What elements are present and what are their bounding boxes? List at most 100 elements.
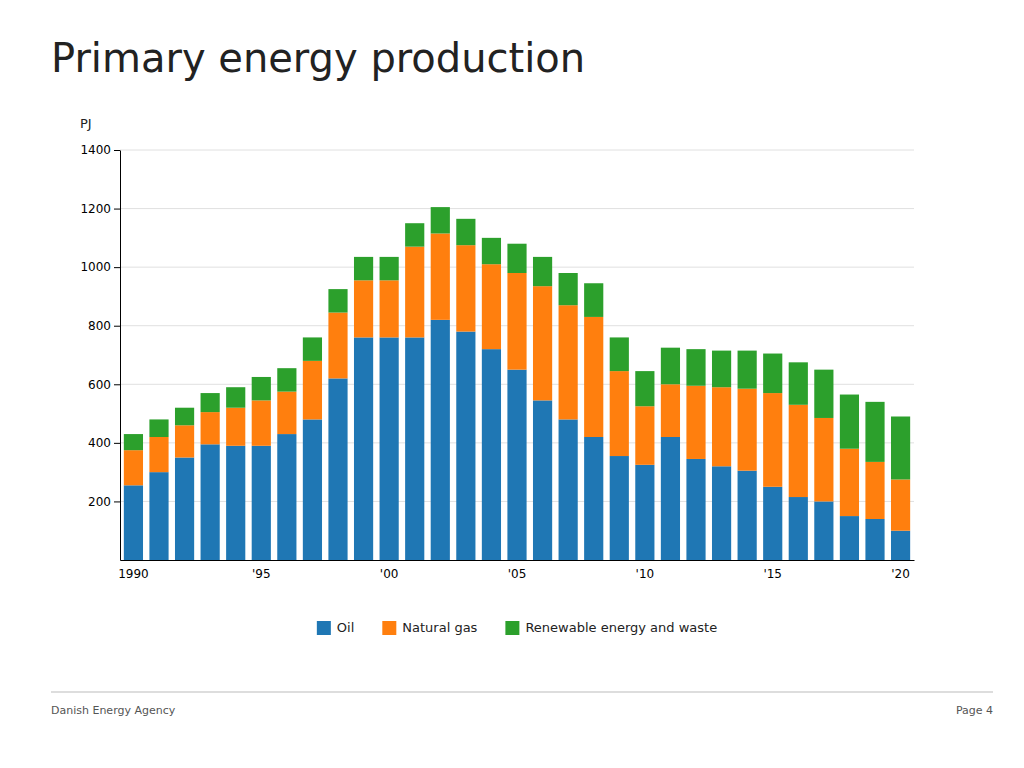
bar — [482, 238, 501, 264]
legend-swatch — [505, 621, 519, 635]
bar — [840, 449, 859, 516]
grid-line — [120, 208, 914, 209]
y-axis-line — [120, 151, 121, 561]
bar — [277, 434, 296, 560]
legend-item: Oil — [317, 620, 354, 635]
bar — [380, 280, 399, 337]
legend-swatch — [317, 621, 331, 635]
bar — [456, 219, 475, 245]
bar — [865, 462, 884, 519]
y-tick-label: 1400 — [80, 143, 111, 157]
bar — [482, 349, 501, 560]
legend-label: Natural gas — [402, 620, 477, 635]
bar — [763, 487, 782, 560]
bar — [175, 425, 194, 457]
bar — [507, 370, 526, 560]
bar — [559, 419, 578, 560]
y-tick-mark — [114, 384, 120, 385]
bar — [763, 354, 782, 394]
bar — [533, 400, 552, 560]
bar — [584, 283, 603, 317]
bar — [865, 402, 884, 462]
bar — [277, 392, 296, 434]
bar — [635, 371, 654, 406]
bar — [712, 387, 731, 466]
x-tick-label: '15 — [763, 567, 782, 581]
bar — [686, 459, 705, 560]
bar — [252, 446, 271, 560]
y-tick: 400 — [88, 436, 120, 450]
bar — [405, 247, 424, 338]
bar — [124, 434, 143, 450]
x-axis: 1990'95'00'05'10'15'20 — [118, 561, 914, 581]
bar — [533, 257, 552, 286]
y-tick-mark — [114, 150, 120, 151]
bar — [226, 387, 245, 408]
y-tick-label: 200 — [88, 495, 111, 509]
bar — [354, 257, 373, 280]
y-tick-label: 1200 — [80, 202, 111, 216]
bar — [149, 437, 168, 472]
bar — [149, 419, 168, 437]
y-tick-mark — [114, 443, 120, 444]
x-tick: '05 — [508, 567, 527, 581]
bar — [763, 393, 782, 487]
bar — [175, 408, 194, 426]
bar — [149, 472, 168, 560]
bar — [380, 337, 399, 560]
bar — [354, 280, 373, 337]
bar-series — [124, 233, 910, 530]
x-tick-label: '05 — [508, 567, 527, 581]
x-tick-label: '95 — [252, 567, 271, 581]
bar — [661, 437, 680, 560]
bar — [686, 386, 705, 459]
bar — [252, 400, 271, 445]
bar — [814, 418, 833, 501]
bar — [559, 305, 578, 419]
bar — [456, 245, 475, 331]
x-tick: '20 — [891, 567, 910, 581]
bar — [431, 207, 450, 233]
bar — [661, 348, 680, 385]
y-tick-mark — [114, 501, 120, 502]
y-tick-label: 400 — [88, 436, 111, 450]
bar — [712, 351, 731, 388]
legend-label: Oil — [337, 620, 354, 635]
bar — [277, 368, 296, 391]
legend-label: Renewable energy and waste — [525, 620, 717, 635]
bar — [380, 257, 399, 280]
bar — [789, 497, 808, 560]
bar — [584, 437, 603, 560]
x-axis-line — [121, 560, 915, 561]
bar — [635, 465, 654, 560]
bar — [661, 384, 680, 437]
x-tick: '10 — [636, 567, 655, 581]
title: Primary energy production — [51, 35, 585, 81]
bar — [840, 516, 859, 560]
y-axis: 200400600800100012001400 — [80, 143, 120, 560]
bar — [405, 223, 424, 246]
y-tick-label: 1000 — [80, 260, 111, 274]
bar — [891, 417, 910, 480]
y-tick-mark — [114, 267, 120, 268]
bar — [610, 337, 629, 371]
bar — [431, 320, 450, 560]
bar — [789, 405, 808, 497]
x-tick: '00 — [380, 567, 399, 581]
y-axis-label: PJ — [80, 116, 92, 131]
bar — [686, 349, 705, 386]
bar — [584, 317, 603, 437]
y-tick: 1000 — [80, 260, 120, 274]
y-tick-label: 600 — [88, 378, 111, 392]
bar — [891, 531, 910, 560]
bar — [303, 419, 322, 560]
bar — [226, 446, 245, 560]
bar — [507, 273, 526, 370]
bar — [252, 377, 271, 400]
bar — [712, 466, 731, 560]
grid-line — [120, 150, 914, 151]
bar — [124, 485, 143, 560]
bar — [814, 501, 833, 560]
x-tick-label: '00 — [380, 567, 399, 581]
y-tick-mark — [114, 209, 120, 210]
